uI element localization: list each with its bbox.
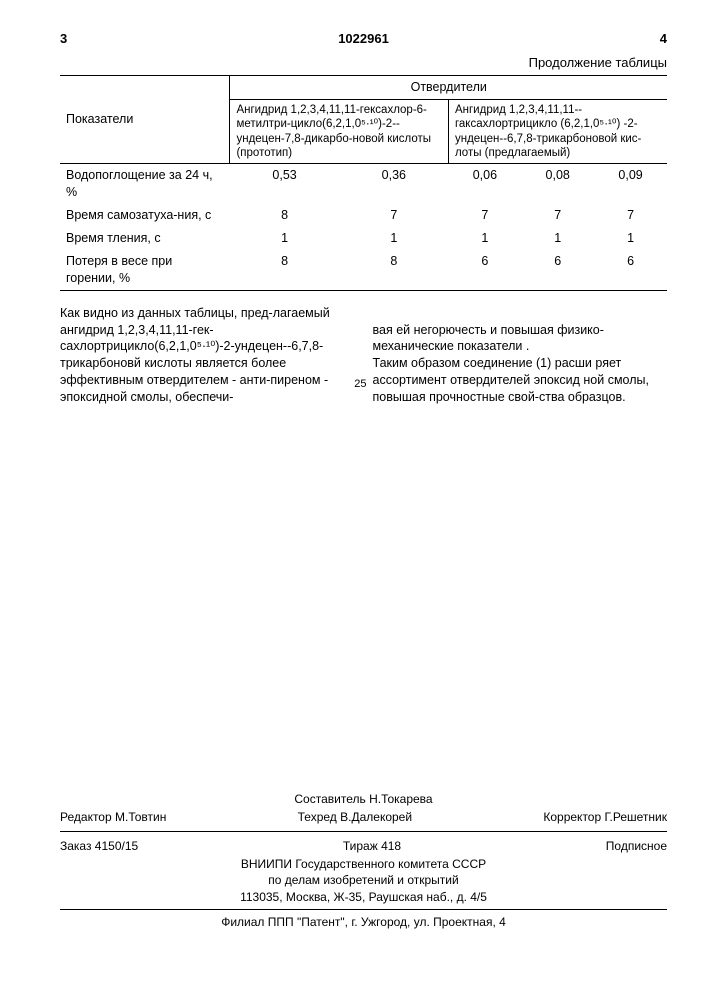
cell: 6 bbox=[554, 254, 561, 268]
branch: Филиал ППП "Патент", г. Ужгород, ул. Про… bbox=[221, 915, 506, 929]
page-right-num: 4 bbox=[660, 30, 667, 48]
row-header-label: Показатели bbox=[66, 112, 133, 126]
page-left-num: 3 bbox=[60, 30, 67, 48]
body-text: Как видно из данных таблицы, пред-лагаем… bbox=[60, 305, 667, 406]
cell: 7 bbox=[390, 208, 397, 222]
editor: Редактор М.Товтин bbox=[60, 809, 166, 825]
edition: Тираж 418 bbox=[343, 838, 401, 854]
line-number: 25 bbox=[354, 377, 366, 392]
cell: 0,09 bbox=[618, 168, 642, 182]
order: Заказ 4150/15 bbox=[60, 838, 138, 854]
techred: Техред В.Далекорей bbox=[298, 809, 412, 825]
row-label: Водопоглощение за 24 ч, % bbox=[66, 168, 213, 199]
cell: 6 bbox=[627, 254, 634, 268]
cell: 0,08 bbox=[546, 168, 570, 182]
compiler: Составитель Н.Токарева bbox=[294, 792, 432, 806]
addr: 113035, Москва, Ж-35, Раушская наб., д. … bbox=[240, 890, 487, 904]
cell: 7 bbox=[554, 208, 561, 222]
cell: 7 bbox=[627, 208, 634, 222]
doc-number: 1022961 bbox=[67, 30, 660, 48]
org1: ВНИИПИ Государственного комитета СССР bbox=[241, 857, 486, 871]
cell: 1 bbox=[481, 231, 488, 245]
footer: Составитель Н.Токарева Редактор М.Товтин… bbox=[60, 791, 667, 930]
continuation-label: Продолжение таблицы bbox=[60, 54, 667, 72]
row-label: Время самозатуха-ния, с bbox=[66, 208, 211, 222]
cell: 6 bbox=[481, 254, 488, 268]
cell: 8 bbox=[281, 208, 288, 222]
sign: Подписное bbox=[606, 838, 667, 854]
group-header: Отвердители bbox=[411, 80, 487, 94]
row-label: Время тления, с bbox=[66, 231, 161, 245]
cell: 0,06 bbox=[473, 168, 497, 182]
cell: 8 bbox=[390, 254, 397, 268]
cell: 8 bbox=[281, 254, 288, 268]
body-right: вая ей негорючесть и повышая физико-меха… bbox=[373, 323, 649, 405]
col2-header: Ангидрид 1,2,3,4,11,11--гаксахлортрицикл… bbox=[455, 104, 641, 159]
cell: 1 bbox=[390, 231, 397, 245]
cell: 0,36 bbox=[382, 168, 406, 182]
org2: по делам изобретений и открытий bbox=[268, 873, 458, 887]
col1-header: Ангидрид 1,2,3,4,11,11-гексахлор-6-метил… bbox=[236, 104, 431, 159]
cell: 0,53 bbox=[272, 168, 296, 182]
cell: 7 bbox=[481, 208, 488, 222]
data-table: Показатели Отвердители Ангидрид 1,2,3,4,… bbox=[60, 75, 667, 291]
cell: 1 bbox=[554, 231, 561, 245]
page-header: 3 1022961 4 bbox=[60, 30, 667, 48]
cell: 1 bbox=[281, 231, 288, 245]
corrector: Корректор Г.Решетник bbox=[543, 809, 667, 825]
row-label: Потеря в весе при горении, % bbox=[66, 254, 172, 285]
body-left: Как видно из данных таблицы, пред-лагаем… bbox=[60, 306, 330, 404]
cell: 1 bbox=[627, 231, 634, 245]
